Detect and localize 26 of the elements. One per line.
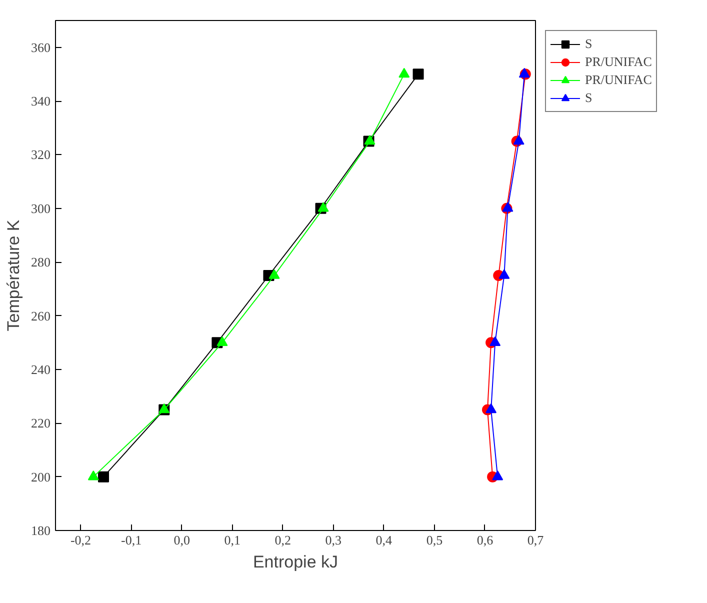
legend-label: PR/UNIFAC (585, 71, 652, 89)
legend-label: S (585, 35, 594, 53)
y-tick-label: 320 (31, 147, 50, 162)
x-tick-label: 0,1 (224, 532, 240, 548)
legend-label: PR/UNIFAC (585, 53, 652, 71)
y-tick-label: 220 (31, 416, 50, 431)
legend-label: S (585, 89, 594, 107)
y-tick-label: 200 (31, 469, 50, 484)
x-tick-label: -0,1 (121, 532, 142, 548)
y-tick-label: 280 (31, 254, 50, 270)
x-axis-title: Entropie kJ (252, 552, 338, 572)
y-tick-label: 180 (31, 523, 50, 538)
x-tick-label: 0,0 (174, 532, 190, 548)
x-tick-label: 0,5 (426, 532, 443, 548)
y-tick-label: 300 (31, 200, 50, 216)
x-tick-label: 0,7 (527, 532, 544, 548)
x-tick-label: 0,3 (325, 532, 342, 548)
x-tick-label: 0,2 (274, 532, 291, 548)
y-axis-title: Température K (4, 219, 23, 332)
y-tick-label: 360 (31, 40, 50, 55)
x-tick-label: 0,4 (376, 532, 393, 548)
y-tick-label: 260 (31, 308, 50, 324)
y-tick-label: 340 (31, 94, 50, 109)
x-tick-label: -0,2 (70, 532, 92, 548)
x-tick-label: 0,6 (476, 532, 494, 548)
y-tick-label: 240 (31, 362, 50, 377)
